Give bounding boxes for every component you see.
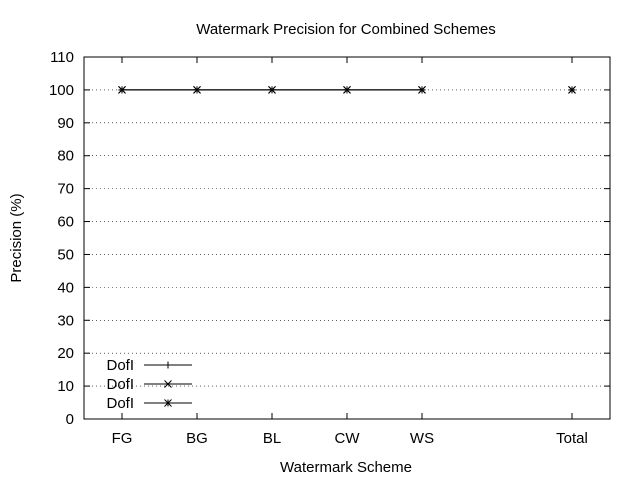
- legend-entry: DofI: [106, 395, 192, 412]
- y-tick-label: 50: [57, 246, 74, 263]
- chart-title: Watermark Precision for Combined Schemes: [196, 21, 496, 38]
- marker-stroke: [268, 86, 276, 94]
- x-tick-label: BL: [263, 430, 281, 447]
- x-tick-label: FG: [112, 430, 133, 447]
- legend-label: DofI: [106, 357, 134, 374]
- legend-entry: DofI: [106, 376, 192, 393]
- marker-stroke: [193, 86, 201, 94]
- y-tick-label: 10: [57, 378, 74, 395]
- data-point: [118, 86, 126, 94]
- y-axis-label: Precision (%): [8, 193, 25, 282]
- legend-label: DofI: [106, 395, 134, 412]
- marker-stroke: [418, 86, 426, 94]
- series-group: [118, 86, 576, 94]
- legend-label: DofI: [106, 376, 134, 393]
- data-point: [343, 86, 351, 94]
- data-point: [418, 86, 426, 94]
- y-tick-label: 30: [57, 312, 74, 329]
- marker-stroke: [164, 380, 172, 388]
- x-tick-label: Total: [556, 430, 588, 447]
- x-axis-label: Watermark Scheme: [280, 459, 412, 476]
- grid: [84, 89, 610, 387]
- x-tick-label: CW: [335, 430, 361, 447]
- y-tick-label: 0: [66, 411, 74, 428]
- marker-stroke: [118, 86, 126, 94]
- marker-stroke: [164, 399, 172, 407]
- legend-marker: [164, 380, 172, 388]
- y-tick-label: 60: [57, 214, 74, 231]
- data-point: [268, 86, 276, 94]
- legend-entry: DofI: [106, 357, 192, 374]
- x-tick-label: BG: [186, 430, 208, 447]
- plot-frame: [83, 56, 611, 420]
- data-point: [568, 86, 576, 94]
- legend-marker: [164, 361, 172, 369]
- x-tick-label: WS: [410, 430, 434, 447]
- marker-stroke: [343, 86, 351, 94]
- y-tick-label: 70: [57, 181, 74, 198]
- y-tick-label: 90: [57, 115, 74, 132]
- legend-marker: [164, 399, 172, 407]
- legend: DofI DofI DofI: [106, 357, 192, 412]
- data-point: [193, 86, 201, 94]
- series-3: [118, 86, 576, 94]
- axes: 0 10 20 30 40 50 60 70 80 90 100 110 FG BG BL CW WS Total: [49, 49, 610, 447]
- y-tick-label: 20: [57, 345, 74, 362]
- y-tick-label: 40: [57, 279, 74, 296]
- y-tick-label: 100: [49, 82, 74, 99]
- marker-stroke: [568, 86, 576, 94]
- y-tick-label: 110: [50, 49, 74, 66]
- y-tick-label: 80: [57, 148, 74, 165]
